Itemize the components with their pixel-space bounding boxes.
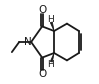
Text: H: H (48, 60, 54, 69)
Polygon shape (50, 22, 54, 31)
Text: O: O (38, 5, 46, 15)
Text: N: N (24, 37, 32, 47)
Text: H: H (48, 15, 54, 24)
Text: O: O (38, 69, 46, 79)
Polygon shape (50, 53, 54, 62)
